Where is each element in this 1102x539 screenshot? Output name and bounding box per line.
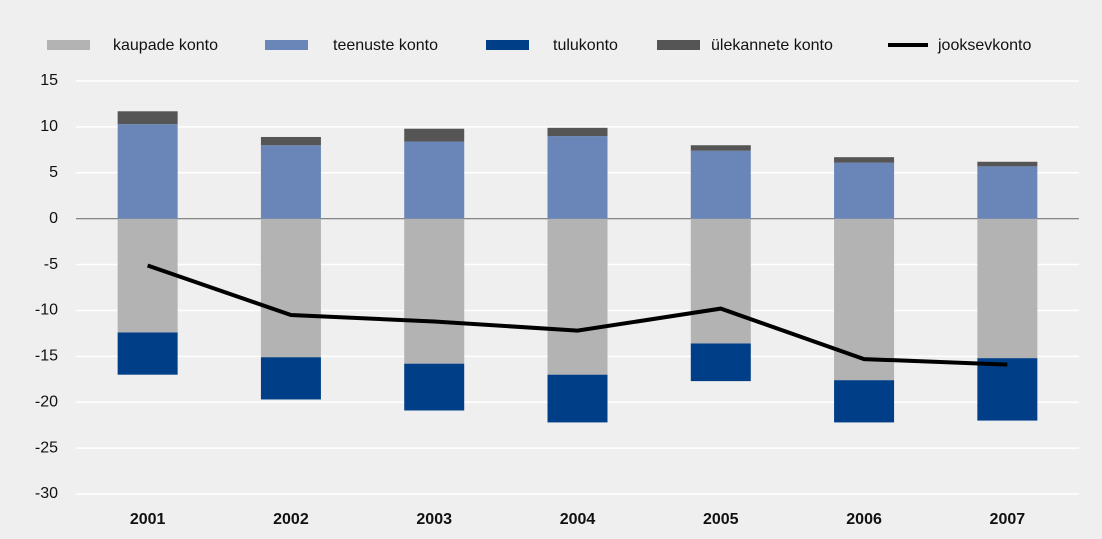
bar (260, 218, 321, 358)
bar (404, 363, 465, 411)
y-tick-label: -10 (35, 302, 58, 319)
y-tick-label: -25 (35, 439, 58, 456)
bar (547, 136, 608, 219)
x-tick-label: 2005 (703, 511, 739, 528)
bar (834, 218, 895, 381)
y-tick-label: -5 (44, 256, 58, 273)
legend-label: teenuste konto (333, 37, 438, 54)
legend-swatch (47, 40, 90, 50)
x-tick-label: 2006 (846, 511, 882, 528)
y-tick-label: -15 (35, 348, 58, 365)
legend-label: tulukonto (553, 37, 618, 54)
legend-swatch (265, 40, 308, 50)
bar (834, 380, 895, 423)
x-tick-label: 2003 (416, 511, 452, 528)
bar (977, 358, 1038, 421)
y-tick-label: 5 (49, 164, 58, 181)
legend-swatch (486, 40, 529, 50)
bar (547, 374, 608, 423)
bar (260, 357, 321, 400)
bar (690, 150, 751, 219)
legend-label: ülekannete konto (711, 37, 833, 54)
y-tick-label: -20 (35, 393, 58, 410)
y-tick-label: 15 (40, 72, 58, 89)
bar (547, 127, 608, 137)
bar (117, 332, 178, 375)
x-tick-label: 2002 (273, 511, 309, 528)
bar (260, 136, 321, 146)
y-tick-label: 0 (49, 210, 58, 227)
bar (690, 218, 751, 344)
legend-label: jooksevkonto (937, 37, 1031, 54)
bar (117, 124, 178, 219)
legend-label: kaupade konto (113, 37, 218, 54)
x-tick-label: 2004 (560, 511, 596, 528)
line (146, 263, 1008, 367)
bar (404, 128, 465, 142)
bar (977, 161, 1038, 167)
bar (690, 343, 751, 382)
bar (404, 141, 465, 219)
bar (404, 218, 465, 364)
y-tick-label: -30 (35, 485, 58, 502)
bar (977, 218, 1038, 359)
x-tick-label: 2001 (130, 511, 166, 528)
bar (260, 145, 321, 219)
bar (117, 111, 178, 125)
bar (834, 157, 895, 163)
bar (547, 218, 608, 375)
bar (977, 166, 1038, 219)
legend-swatch (657, 40, 700, 50)
x-tick-label: 2007 (990, 511, 1026, 528)
bar (690, 145, 751, 151)
bar (834, 162, 895, 219)
bar (117, 218, 178, 333)
y-tick-label: 10 (40, 118, 58, 135)
